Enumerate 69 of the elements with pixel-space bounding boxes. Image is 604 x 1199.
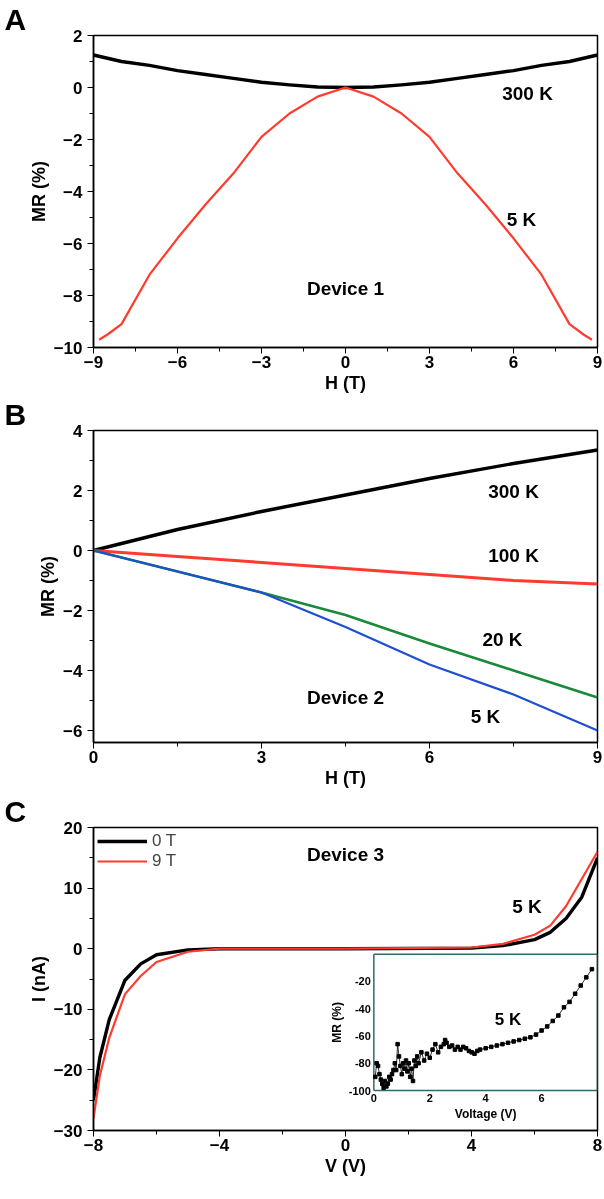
x-axis-title: H (T) bbox=[325, 372, 366, 393]
annotation: Device 1 bbox=[306, 277, 385, 299]
x-axis-title: H (T) bbox=[325, 767, 366, 788]
series-label: 300 K bbox=[502, 83, 554, 105]
y-axis-title: MR (%) bbox=[329, 1001, 344, 1043]
y-tick-label: 0 bbox=[73, 541, 83, 561]
series-label: 5 K bbox=[470, 706, 501, 727]
series-label: 300 K bbox=[488, 481, 540, 502]
annotation: 5 K bbox=[512, 895, 542, 917]
y-tick-label: 2 bbox=[73, 26, 83, 46]
x-axis-title: V (V) bbox=[325, 1155, 367, 1176]
y-tick-label: 0 bbox=[73, 78, 83, 98]
y-tick-label: −4 bbox=[63, 182, 84, 202]
y-axis-title: MR (%) bbox=[28, 160, 49, 222]
series-label: 20 K bbox=[482, 629, 523, 650]
x-tick-label: 9 bbox=[592, 747, 603, 767]
x-tick-label: 4 bbox=[482, 1091, 490, 1104]
y-tick-label: 10 bbox=[63, 879, 83, 899]
series-label: 100 K bbox=[488, 545, 540, 566]
x-tick-label: −4 bbox=[209, 1135, 230, 1155]
x-tick-label: 6 bbox=[508, 352, 519, 372]
text: B bbox=[4, 397, 27, 431]
legend-label: 9 T bbox=[152, 851, 177, 871]
y-tick-label: −2 bbox=[63, 601, 83, 621]
text: A bbox=[4, 2, 27, 36]
y-tick-label: -40 bbox=[354, 1002, 371, 1015]
annotation: Device 3 bbox=[306, 844, 385, 866]
y-tick-label: 0 bbox=[73, 939, 83, 959]
text: C bbox=[4, 794, 27, 828]
x-tick-label: 6 bbox=[538, 1091, 545, 1104]
x-tick-label: 6 bbox=[424, 747, 435, 767]
y-axis-title: I (nA) bbox=[28, 956, 49, 1002]
x-tick-label: −6 bbox=[167, 352, 188, 372]
x-tick-label: 0 bbox=[88, 747, 99, 767]
y-tick-label: 4 bbox=[73, 421, 84, 441]
y-tick-label: −10 bbox=[53, 338, 83, 358]
line-series bbox=[93, 549, 598, 586]
y-tick-label: -20 bbox=[354, 975, 371, 988]
line-series bbox=[93, 549, 598, 732]
y-tick-label: -80 bbox=[354, 1057, 371, 1070]
legend-label: 0 T bbox=[152, 831, 177, 851]
x-tick-label: 0 bbox=[340, 352, 351, 372]
series-label: 5 K bbox=[506, 208, 537, 230]
x-tick-label: −9 bbox=[83, 352, 104, 372]
annotation: Device 2 bbox=[306, 686, 385, 708]
x-axis-title: Voltage (V) bbox=[454, 1106, 517, 1121]
annotation: 5 K bbox=[494, 1010, 522, 1030]
x-tick-label: 4 bbox=[466, 1135, 477, 1155]
line-series bbox=[98, 86, 593, 341]
y-tick-label: −2 bbox=[63, 130, 83, 150]
y-axis-title: MR (%) bbox=[38, 555, 59, 617]
y-tick-label: 2 bbox=[73, 481, 83, 501]
y-tick-label: −20 bbox=[53, 1060, 83, 1080]
y-tick-label: −10 bbox=[53, 1000, 83, 1020]
y-tick-label: 20 bbox=[63, 818, 83, 838]
x-tick-label: 3 bbox=[256, 747, 267, 767]
x-tick-label: 3 bbox=[424, 352, 435, 372]
x-tick-label: 2 bbox=[426, 1091, 433, 1104]
x-tick-label: 8 bbox=[592, 1135, 603, 1155]
y-tick-label: −30 bbox=[53, 1121, 83, 1141]
x-tick-label: 9 bbox=[592, 352, 603, 372]
x-tick-label: 0 bbox=[340, 1135, 351, 1155]
y-tick-label: -100 bbox=[348, 1084, 371, 1097]
y-tick-label: −6 bbox=[63, 234, 83, 254]
y-tick-label: −6 bbox=[63, 721, 83, 741]
y-tick-label: −4 bbox=[63, 661, 84, 681]
y-tick-label: -60 bbox=[354, 1029, 371, 1042]
x-tick-label: −3 bbox=[251, 352, 272, 372]
y-tick-label: −8 bbox=[63, 286, 83, 306]
